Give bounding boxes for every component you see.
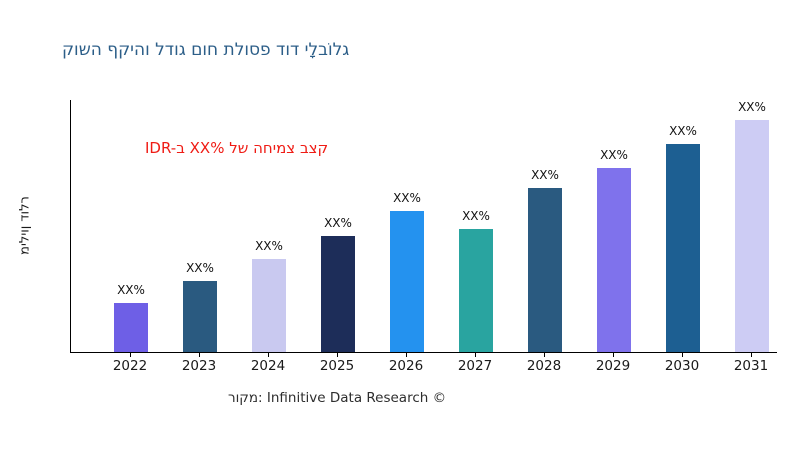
bar-value-label-2027: XX% bbox=[462, 209, 490, 223]
bar-2026 bbox=[390, 211, 424, 352]
x-tick-mark-2023 bbox=[199, 352, 200, 357]
x-tick-label-2030: 2030 bbox=[664, 358, 700, 374]
bar-2029 bbox=[597, 168, 631, 352]
bar-value-label-2023: XX% bbox=[186, 261, 214, 275]
x-tick-mark-2031 bbox=[751, 352, 752, 357]
chart-title: קושה ףקיהו לדוג םוח תלוספ דוד ילָבוֹלג bbox=[62, 40, 350, 60]
x-tick-mark-2027 bbox=[475, 352, 476, 357]
x-tick-label-2029: 2029 bbox=[595, 358, 631, 374]
x-tick-mark-2026 bbox=[406, 352, 407, 357]
bar-2024 bbox=[252, 259, 286, 352]
bar-2028 bbox=[528, 188, 562, 352]
bar-value-label-2028: XX% bbox=[531, 168, 559, 182]
bar-2031 bbox=[735, 120, 769, 352]
bar-2027 bbox=[459, 229, 493, 352]
bar-value-label-2031: XX% bbox=[738, 100, 766, 114]
x-tick-label-2031: 2031 bbox=[733, 358, 769, 374]
bar-2023 bbox=[183, 281, 217, 352]
source-credit: רוקמ: Infinitive Data Research © bbox=[228, 390, 447, 406]
bar-2022 bbox=[114, 303, 148, 352]
x-tick-label-2022: 2022 bbox=[112, 358, 148, 374]
x-tick-mark-2022 bbox=[130, 352, 131, 357]
bar-value-label-2026: XX% bbox=[393, 191, 421, 205]
y-axis-label: מיליון דולר bbox=[17, 196, 33, 255]
x-tick-mark-2024 bbox=[268, 352, 269, 357]
x-tick-mark-2029 bbox=[613, 352, 614, 357]
bar-value-label-2029: XX% bbox=[600, 148, 628, 162]
x-tick-label-2025: 2025 bbox=[319, 358, 355, 374]
x-tick-label-2027: 2027 bbox=[457, 358, 493, 374]
bar-value-label-2030: XX% bbox=[669, 124, 697, 138]
x-tick-mark-2028 bbox=[544, 352, 545, 357]
bar-2030 bbox=[666, 144, 700, 352]
x-tick-label-2024: 2024 bbox=[250, 358, 286, 374]
bar-value-label-2025: XX% bbox=[324, 216, 352, 230]
x-tick-mark-2025 bbox=[337, 352, 338, 357]
x-tick-label-2028: 2028 bbox=[526, 358, 562, 374]
bar-value-label-2022: XX% bbox=[117, 283, 145, 297]
plot-area: XX% XX% XX% XX% XX% XX% XX% XX% XX% XX% bbox=[70, 100, 777, 353]
growth-rate-annotation: IDR-ב XX% לש החימצ בצק bbox=[145, 139, 329, 157]
x-tick-label-2026: 2026 bbox=[388, 358, 424, 374]
bar-2025 bbox=[321, 236, 355, 352]
x-tick-mark-2030 bbox=[682, 352, 683, 357]
x-tick-label-2023: 2023 bbox=[181, 358, 217, 374]
bar-value-label-2024: XX% bbox=[255, 239, 283, 253]
